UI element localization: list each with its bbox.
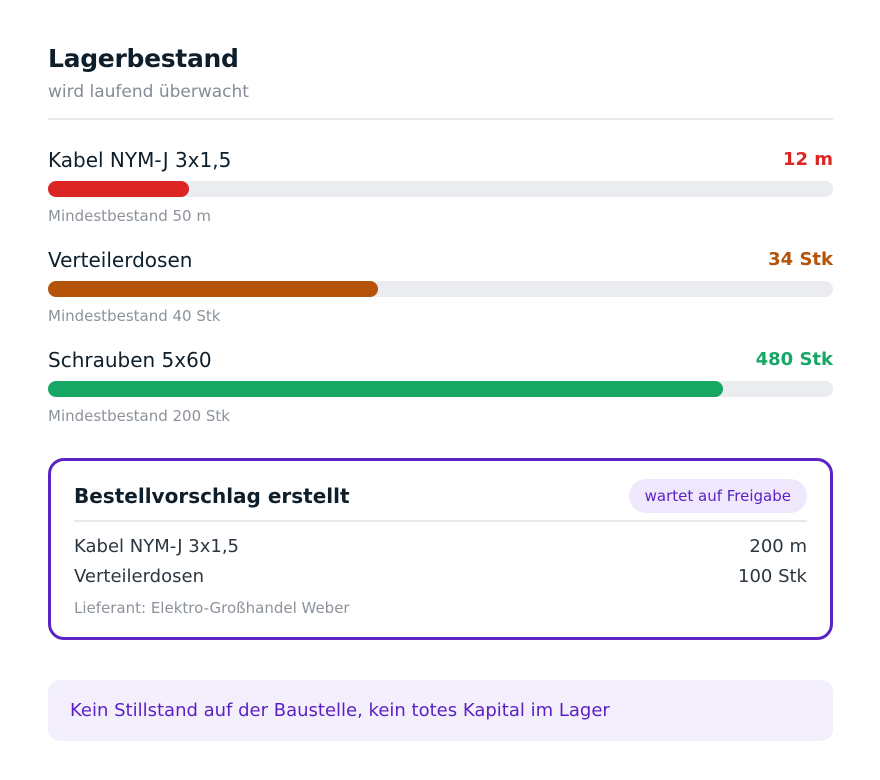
stock-item-screws: Schrauben 5x60 480 Stk Mindestbestand 20… <box>48 348 833 438</box>
stock-item-name: Verteilerdosen <box>48 248 193 272</box>
order-line: Kabel NYM-J 3x1,5 200 m <box>74 536 807 562</box>
order-line-quantity: 100 Stk <box>738 566 807 587</box>
order-line-quantity: 200 m <box>749 536 807 557</box>
stock-item-minimum: Mindestbestand 40 Stk <box>48 307 221 325</box>
order-divider <box>74 520 807 522</box>
stock-item-boxes: Verteilerdosen 34 Stk Mindestbestand 40 … <box>48 248 833 338</box>
stock-item-value: 12 m <box>782 149 833 170</box>
order-line: Verteilerdosen 100 Stk <box>74 566 807 592</box>
header-divider <box>48 118 833 120</box>
stock-item-minimum: Mindestbestand 200 Stk <box>48 407 230 425</box>
stock-level-track <box>48 281 833 297</box>
stock-level-track <box>48 181 833 197</box>
stock-level-bar <box>48 181 190 197</box>
footer-banner: Kein Stillstand auf der Baustelle, kein … <box>48 680 833 741</box>
order-line-name: Kabel NYM-J 3x1,5 <box>74 536 239 557</box>
order-line-name: Verteilerdosen <box>74 566 204 587</box>
status-badge: wartet auf Freigabe <box>628 479 807 513</box>
stock-item-name: Kabel NYM-J 3x1,5 <box>48 148 232 172</box>
page-title: Lagerbestand <box>48 44 239 73</box>
stock-item-name: Schrauben 5x60 <box>48 348 212 372</box>
stock-level-track <box>48 381 833 397</box>
stock-item-value: 34 Stk <box>768 249 833 270</box>
footer-text: Kein Stillstand auf der Baustelle, kein … <box>70 700 610 721</box>
supplier-label: Lieferant: Elektro-Großhandel Weber <box>74 599 350 617</box>
order-proposal-title: Bestellvorschlag erstellt <box>74 484 350 508</box>
page-subtitle: wird laufend überwacht <box>48 82 249 102</box>
stock-item-value: 480 Stk <box>755 349 833 370</box>
stock-item-cable: Kabel NYM-J 3x1,5 12 m Mindestbestand 50… <box>48 148 833 238</box>
stock-level-bar <box>48 281 378 297</box>
stock-level-bar <box>48 381 724 397</box>
stock-item-minimum: Mindestbestand 50 m <box>48 207 211 225</box>
order-proposal-card[interactable]: Bestellvorschlag erstellt wartet auf Fre… <box>48 458 833 640</box>
